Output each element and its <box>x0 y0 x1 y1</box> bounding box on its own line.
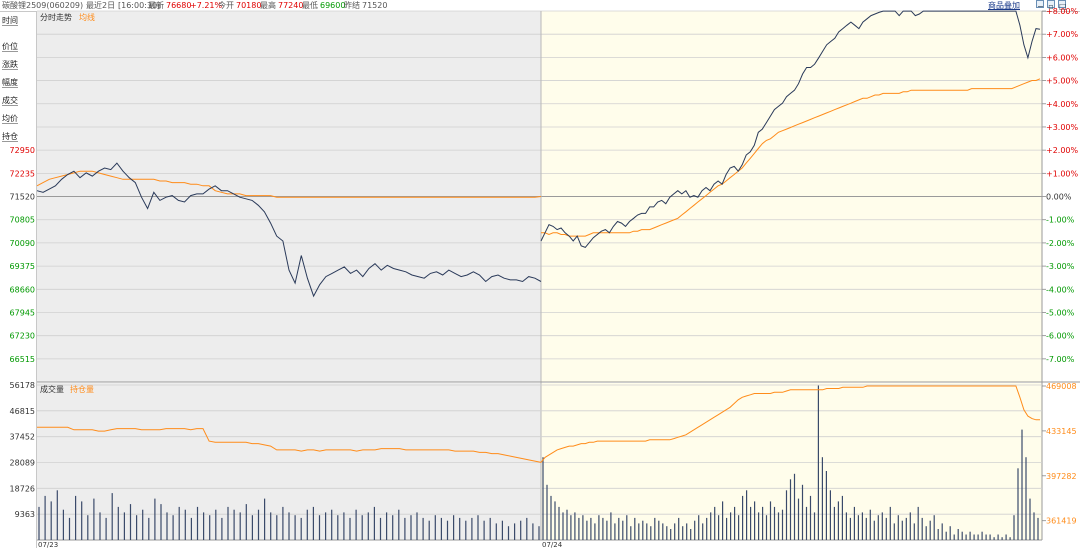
last-label: 最新 <box>148 1 164 10</box>
maximize-icon[interactable]: □ <box>1058 0 1067 11</box>
volume-tick-label: 9363 <box>15 510 35 519</box>
right-tick-label: +2.00% <box>1046 146 1079 155</box>
oi-tick-label: 469008 <box>1046 382 1077 391</box>
prev-value: 71520 <box>362 1 388 10</box>
oi-line-day2 <box>540 385 1040 463</box>
left-tick-label: 66515 <box>10 355 35 364</box>
volume-tick-label: 37452 <box>10 433 35 442</box>
price-panel-title: 分时走势 <box>40 12 72 22</box>
right-tick-label: 0.00% <box>1046 193 1072 202</box>
left-tick-label: 70090 <box>10 239 35 248</box>
right-tick-label: -7.00% <box>1046 355 1075 364</box>
left-nav: 时间 价位 涨跌 幅度 成交 均价 持仓 <box>0 12 37 548</box>
oi-tick-label: 397282 <box>1046 472 1077 481</box>
quote-header-bar: 碳酸锂2509(060209) 最近2日 [16:00:30] 最新 76680… <box>0 0 1080 12</box>
right-tick-label: -5.00% <box>1046 308 1075 317</box>
right-tick-label: +1.00% <box>1046 169 1079 178</box>
oi-legend: 持仓量 <box>70 384 94 394</box>
volume-tick-label: 46815 <box>10 407 35 416</box>
nav-item-volume[interactable]: 成交 <box>2 96 18 106</box>
prev-label: 昨结 <box>344 1 360 10</box>
left-tick-label: 72950 <box>10 146 35 155</box>
oi-tick-label: 433145 <box>1046 427 1077 436</box>
right-tick-label: +6.00% <box>1046 53 1079 62</box>
time-label: [16:00:30] <box>118 1 161 10</box>
left-tick-label: 70805 <box>10 216 35 225</box>
volume-tick-label: 18726 <box>10 484 35 493</box>
nav-item-pct[interactable]: 幅度 <box>2 78 18 88</box>
x-label-day2: 07/24 <box>542 541 563 548</box>
avg-legend: 均线 <box>79 12 95 22</box>
low-value: 69600 <box>320 1 346 10</box>
low-label: 最低 <box>302 1 318 10</box>
nav-item-change[interactable]: 涨跌 <box>2 60 18 70</box>
open-value: 70180 <box>236 1 262 10</box>
right-tick-label: -3.00% <box>1046 262 1075 271</box>
open-label: 今开 <box>218 1 234 10</box>
left-tick-label: 72235 <box>10 169 35 178</box>
high-value: 77240 <box>278 1 304 10</box>
price-line-day1 <box>36 162 542 298</box>
right-tick-label: +8.00% <box>1046 7 1079 16</box>
nav-item-price[interactable]: 价位 <box>2 42 18 52</box>
volume-panel-title: 成交量 <box>40 384 64 394</box>
x-label-day1: 07/23 <box>38 541 58 548</box>
nav-item-oi[interactable]: 持仓 <box>2 132 18 142</box>
left-tick-label: 69375 <box>10 262 35 271</box>
right-tick-label: +3.00% <box>1046 123 1079 132</box>
change-pct: +7.21% <box>190 1 223 10</box>
left-tick-label: 67230 <box>10 332 35 341</box>
nav-item-avg[interactable]: 均价 <box>2 114 18 124</box>
restore-icon[interactable]: ▫ <box>1047 0 1055 11</box>
price-line-day2 <box>540 10 1041 248</box>
volume-bg-day2 <box>541 383 1042 540</box>
volume-tick-label: 28089 <box>10 459 35 468</box>
right-tick-label: -1.00% <box>1046 216 1075 225</box>
period-label: 最近2日 <box>86 1 116 10</box>
instrument-name: 碳酸锂2509(060209) <box>2 1 84 10</box>
last-value: 76680 <box>166 1 192 10</box>
oi-tick-label: 361419 <box>1046 517 1077 526</box>
right-tick-label: +5.00% <box>1046 77 1079 86</box>
right-tick-label: -2.00% <box>1046 239 1075 248</box>
nav-item-time[interactable]: 时间 <box>2 16 18 26</box>
left-tick-label: 68660 <box>10 285 35 294</box>
left-tick-label: 67945 <box>10 308 35 317</box>
right-tick-label: -6.00% <box>1046 332 1075 341</box>
right-tick-label: -4.00% <box>1046 285 1075 294</box>
add-product-link[interactable]: 商品叠加 <box>988 1 1020 10</box>
minimize-icon[interactable]: − <box>1036 0 1044 11</box>
volume-tick-label: 56178 <box>10 381 35 390</box>
oi-line-day1 <box>37 426 542 463</box>
right-tick-label: +4.00% <box>1046 100 1079 109</box>
avg-line-day2 <box>541 78 1041 237</box>
avg-line-day1 <box>36 170 542 198</box>
left-tick-label: 71520 <box>10 193 35 202</box>
right-tick-label: +7.00% <box>1046 30 1079 39</box>
high-label: 最高 <box>260 1 276 10</box>
